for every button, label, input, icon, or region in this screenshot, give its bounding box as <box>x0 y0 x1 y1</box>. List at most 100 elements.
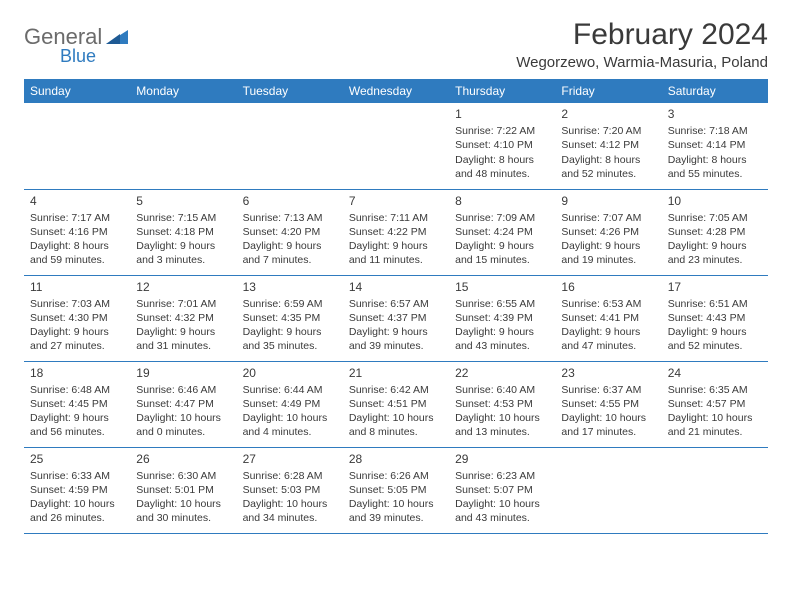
sunset-line: Sunset: 4:18 PM <box>136 225 230 239</box>
sunset-line: Sunset: 4:53 PM <box>455 397 549 411</box>
calendar-page: General February 2024 Wegorzewo, Warmia-… <box>0 0 792 552</box>
day-number: 5 <box>136 193 230 209</box>
calendar-day-cell: 13Sunrise: 6:59 AMSunset: 4:35 PMDayligh… <box>237 275 343 361</box>
sunrise-line: Sunrise: 6:57 AM <box>349 297 443 311</box>
sunrise-line: Sunrise: 7:22 AM <box>455 124 549 138</box>
sunrise-line: Sunrise: 6:40 AM <box>455 383 549 397</box>
sunset-line: Sunset: 5:03 PM <box>243 483 337 497</box>
sunrise-line: Sunrise: 7:18 AM <box>668 124 762 138</box>
calendar-day-cell: 22Sunrise: 6:40 AMSunset: 4:53 PMDayligh… <box>449 361 555 447</box>
sunrise-line: Sunrise: 6:53 AM <box>561 297 655 311</box>
day-number: 22 <box>455 365 549 381</box>
sunrise-line: Sunrise: 6:37 AM <box>561 383 655 397</box>
sunrise-line: Sunrise: 6:33 AM <box>30 469 124 483</box>
day-number: 20 <box>243 365 337 381</box>
sunrise-line: Sunrise: 6:51 AM <box>668 297 762 311</box>
daylight-line: Daylight: 9 hours and 11 minutes. <box>349 239 443 267</box>
sunset-line: Sunset: 4:59 PM <box>30 483 124 497</box>
weekday-header: Friday <box>555 79 661 103</box>
calendar-day-cell: 12Sunrise: 7:01 AMSunset: 4:32 PMDayligh… <box>130 275 236 361</box>
weekday-header: Tuesday <box>237 79 343 103</box>
day-number: 18 <box>30 365 124 381</box>
day-number: 1 <box>455 106 549 122</box>
calendar-day-cell: 15Sunrise: 6:55 AMSunset: 4:39 PMDayligh… <box>449 275 555 361</box>
calendar-day-cell: 18Sunrise: 6:48 AMSunset: 4:45 PMDayligh… <box>24 361 130 447</box>
day-number: 14 <box>349 279 443 295</box>
weekday-header: Sunday <box>24 79 130 103</box>
calendar-day-cell: 27Sunrise: 6:28 AMSunset: 5:03 PMDayligh… <box>237 447 343 533</box>
day-number: 29 <box>455 451 549 467</box>
daylight-line: Daylight: 8 hours and 48 minutes. <box>455 153 549 181</box>
day-number: 8 <box>455 193 549 209</box>
sunrise-line: Sunrise: 7:03 AM <box>30 297 124 311</box>
sunrise-line: Sunrise: 7:20 AM <box>561 124 655 138</box>
sunset-line: Sunset: 4:37 PM <box>349 311 443 325</box>
day-number: 19 <box>136 365 230 381</box>
title-block: February 2024 Wegorzewo, Warmia-Masuria,… <box>516 18 768 71</box>
calendar-day-cell: 14Sunrise: 6:57 AMSunset: 4:37 PMDayligh… <box>343 275 449 361</box>
day-number: 17 <box>668 279 762 295</box>
day-number: 16 <box>561 279 655 295</box>
calendar-empty-cell <box>24 103 130 189</box>
daylight-line: Daylight: 10 hours and 39 minutes. <box>349 497 443 525</box>
day-number: 27 <box>243 451 337 467</box>
sunset-line: Sunset: 4:26 PM <box>561 225 655 239</box>
day-number: 3 <box>668 106 762 122</box>
calendar-day-cell: 7 Sunrise: 7:11 AMSunset: 4:22 PMDaylight… <box>343 189 449 275</box>
daylight-line: Daylight: 9 hours and 35 minutes. <box>243 325 337 353</box>
calendar-day-cell: 6Sunrise: 7:13 AMSunset: 4:20 PMDaylight… <box>237 189 343 275</box>
daylight-line: Daylight: 9 hours and 47 minutes. <box>561 325 655 353</box>
calendar-day-cell: 19 Sunrise: 6:46 AMSunset: 4:47 PMDayligh… <box>130 361 236 447</box>
sunset-line: Sunset: 4:55 PM <box>561 397 655 411</box>
weekday-header: Saturday <box>662 79 768 103</box>
sunrise-line: Sunrise: 7:15 AM <box>136 211 230 225</box>
location: Wegorzewo, Warmia-Masuria, Poland <box>516 54 768 71</box>
sunset-line: Sunset: 4:24 PM <box>455 225 549 239</box>
sunrise-line: Sunrise: 6:48 AM <box>30 383 124 397</box>
sunrise-line: Sunrise: 7:11 AM <box>349 211 443 225</box>
calendar-empty-cell <box>555 447 661 533</box>
calendar-day-cell: 2Sunrise: 7:20 AMSunset: 4:12 PMDaylight… <box>555 103 661 189</box>
logo-text-blue: Blue <box>60 46 96 66</box>
day-number: 7 <box>349 193 443 209</box>
daylight-line: Daylight: 10 hours and 21 minutes. <box>668 411 762 439</box>
calendar-day-cell: 8 Sunrise: 7:09 AMSunset: 4:24 PMDaylight… <box>449 189 555 275</box>
sunrise-line: Sunrise: 7:09 AM <box>455 211 549 225</box>
sunset-line: Sunset: 4:12 PM <box>561 138 655 152</box>
sunset-line: Sunset: 4:57 PM <box>668 397 762 411</box>
day-number: 28 <box>349 451 443 467</box>
day-number: 12 <box>136 279 230 295</box>
sunrise-line: Sunrise: 7:01 AM <box>136 297 230 311</box>
day-number: 13 <box>243 279 337 295</box>
daylight-line: Daylight: 9 hours and 15 minutes. <box>455 239 549 267</box>
day-number: 11 <box>30 279 124 295</box>
calendar-day-cell: 26Sunrise: 6:30 AMSunset: 5:01 PMDayligh… <box>130 447 236 533</box>
sunrise-line: Sunrise: 6:46 AM <box>136 383 230 397</box>
calendar-day-cell: 3Sunrise: 7:18 AMSunset: 4:14 PMDaylight… <box>662 103 768 189</box>
daylight-line: Daylight: 10 hours and 0 minutes. <box>136 411 230 439</box>
calendar-head: SundayMondayTuesdayWednesdayThursdayFrid… <box>24 79 768 103</box>
sunset-line: Sunset: 4:22 PM <box>349 225 443 239</box>
daylight-line: Daylight: 8 hours and 59 minutes. <box>30 239 124 267</box>
sunset-line: Sunset: 4:47 PM <box>136 397 230 411</box>
calendar-week-row: 25Sunrise: 6:33 AMSunset: 4:59 PMDayligh… <box>24 447 768 533</box>
logo-sub: Blue <box>24 46 96 67</box>
sunset-line: Sunset: 4:30 PM <box>30 311 124 325</box>
calendar-day-cell: 9Sunrise: 7:07 AMSunset: 4:26 PMDaylight… <box>555 189 661 275</box>
sunset-line: Sunset: 4:51 PM <box>349 397 443 411</box>
daylight-line: Daylight: 9 hours and 19 minutes. <box>561 239 655 267</box>
sunrise-line: Sunrise: 7:13 AM <box>243 211 337 225</box>
sunrise-line: Sunrise: 7:17 AM <box>30 211 124 225</box>
logo-triangle-icon <box>106 26 128 49</box>
header: General February 2024 Wegorzewo, Warmia-… <box>24 18 768 71</box>
daylight-line: Daylight: 10 hours and 17 minutes. <box>561 411 655 439</box>
daylight-line: Daylight: 9 hours and 27 minutes. <box>30 325 124 353</box>
sunrise-line: Sunrise: 6:26 AM <box>349 469 443 483</box>
sunrise-line: Sunrise: 6:55 AM <box>455 297 549 311</box>
sunset-line: Sunset: 4:10 PM <box>455 138 549 152</box>
calendar-week-row: 1 Sunrise: 7:22 AMSunset: 4:10 PMDaylight… <box>24 103 768 189</box>
calendar-day-cell: 20Sunrise: 6:44 AMSunset: 4:49 PMDayligh… <box>237 361 343 447</box>
day-number: 21 <box>349 365 443 381</box>
sunrise-line: Sunrise: 6:30 AM <box>136 469 230 483</box>
calendar-body: 1Sunrise: 7:22 AMSunset: 4:10 PMDaylight… <box>24 103 768 533</box>
